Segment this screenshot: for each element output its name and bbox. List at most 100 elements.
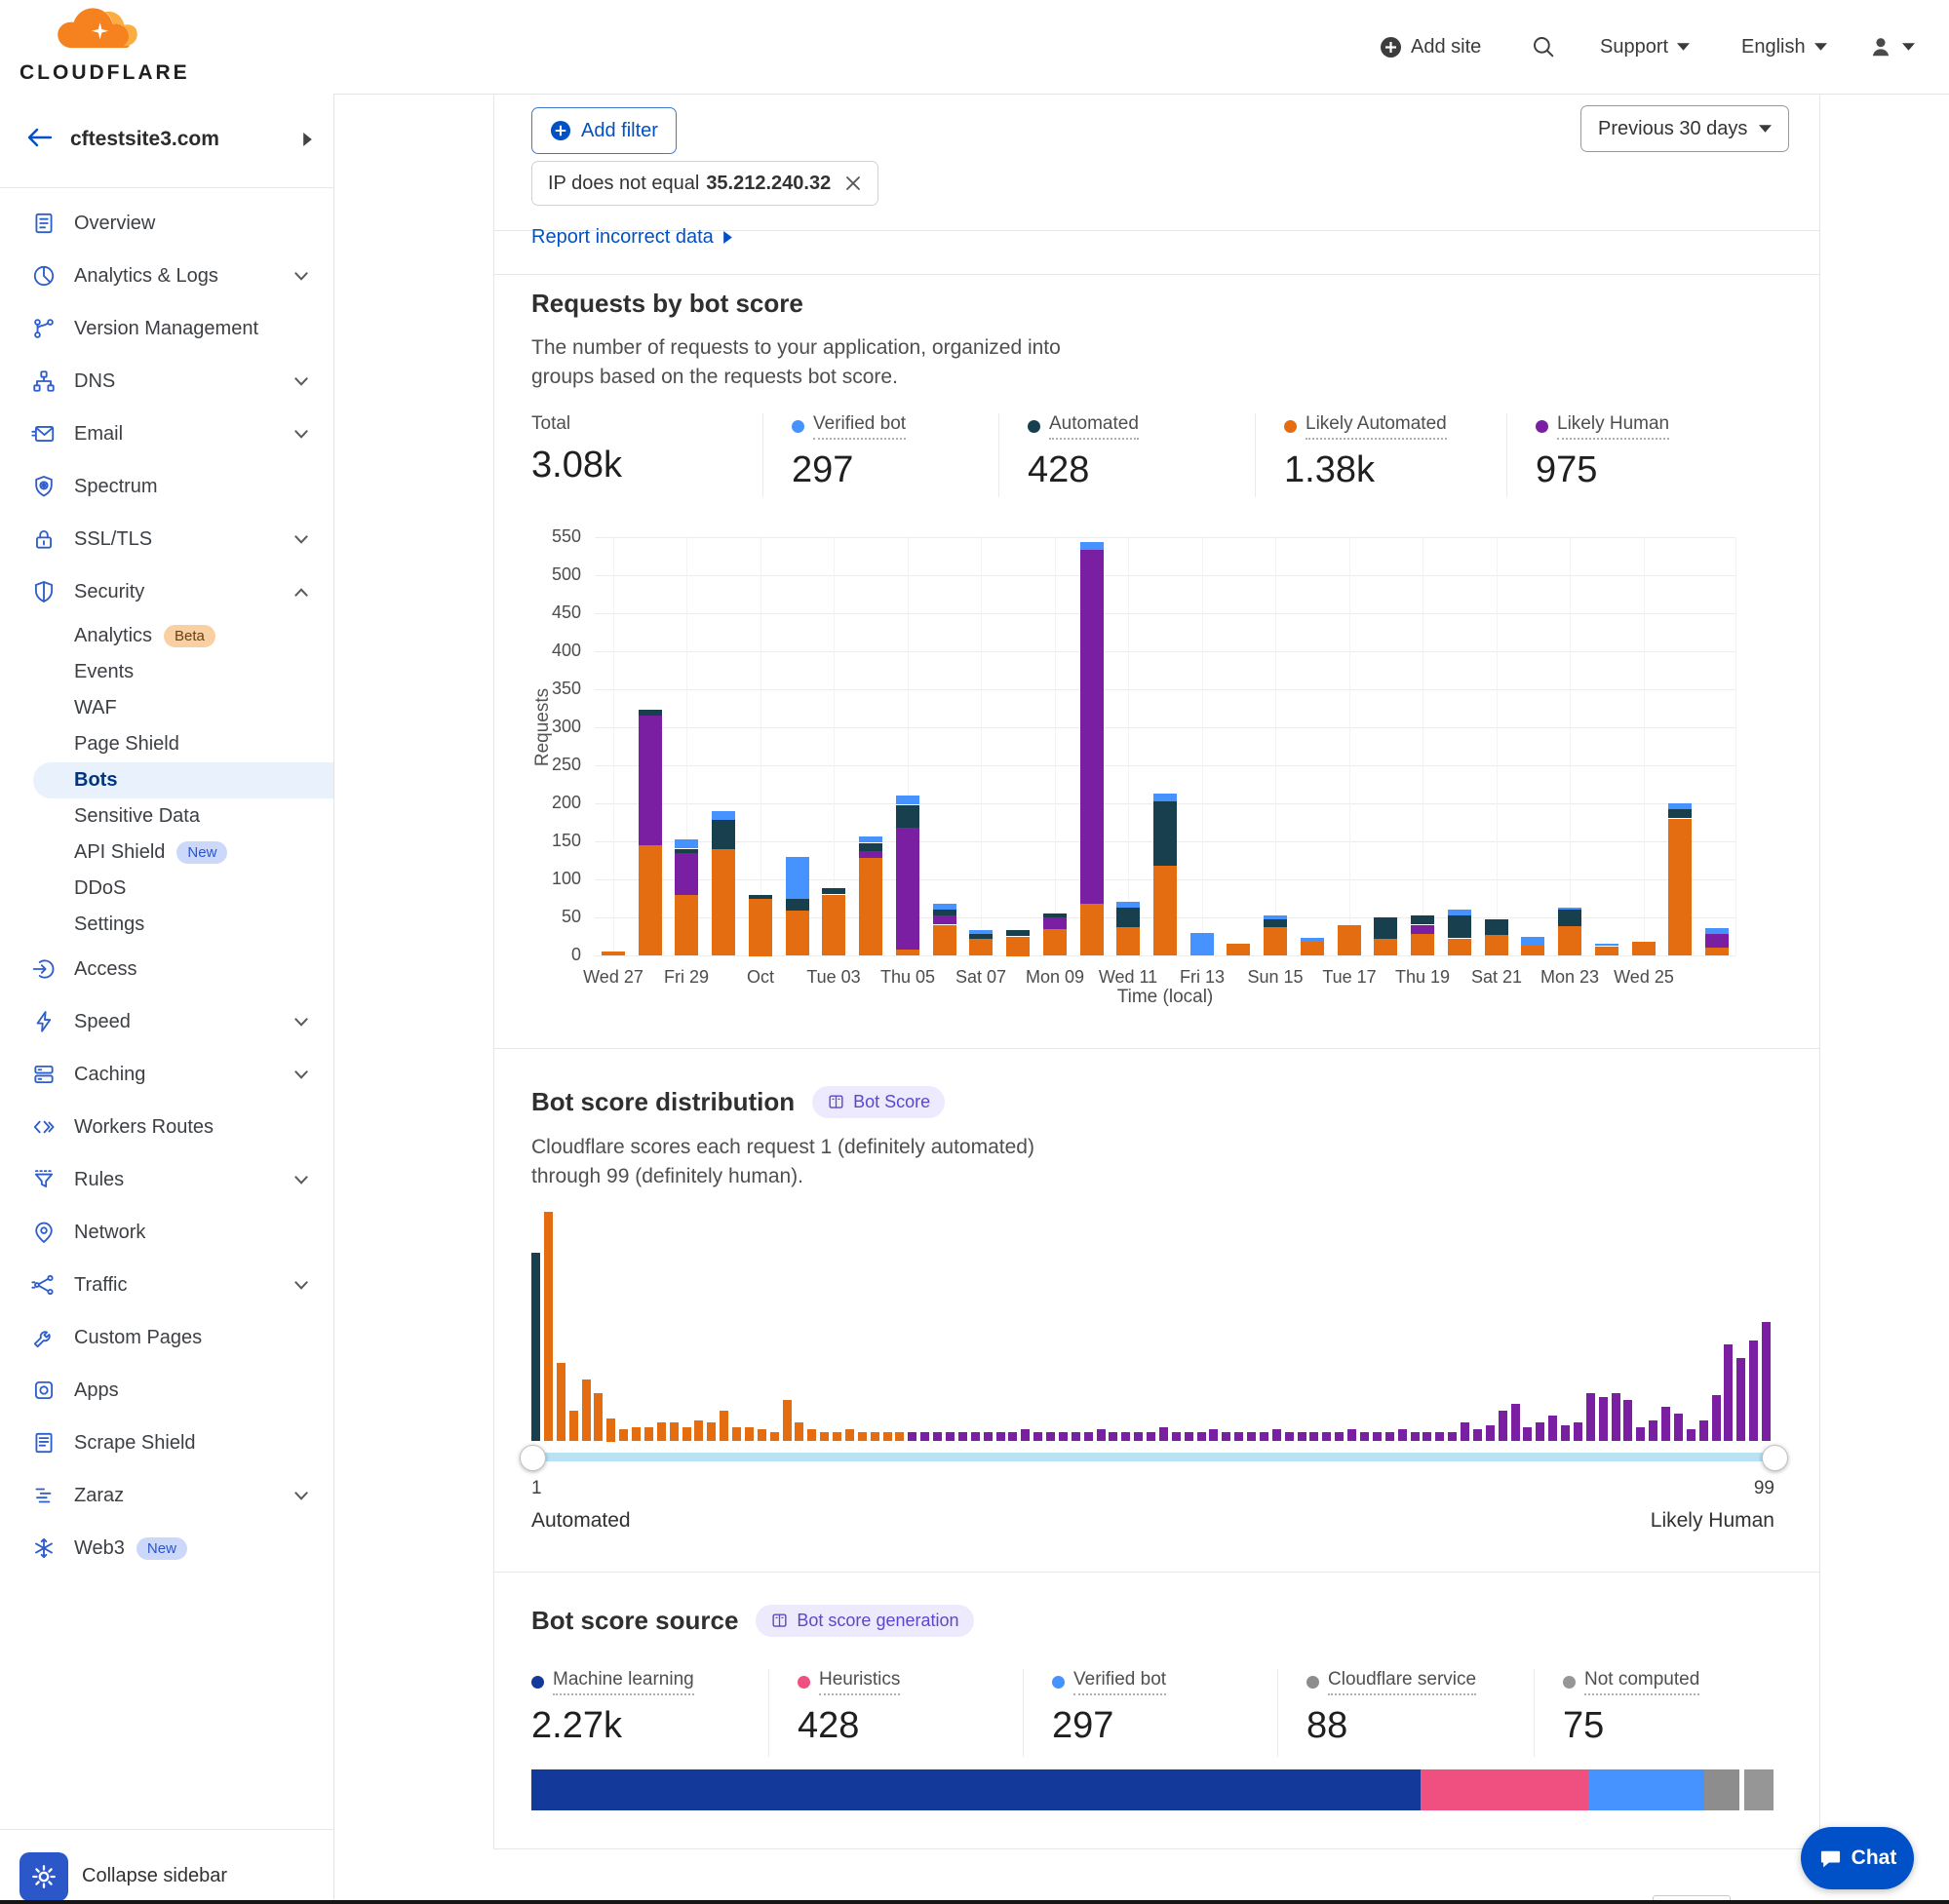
collapse-sidebar-button[interactable]: Collapse sidebar: [82, 1865, 227, 1886]
chart-bar-segment: [749, 895, 772, 899]
close-icon[interactable]: [844, 175, 862, 192]
sidebar-item-label: WAF: [74, 697, 117, 719]
chart-bar-segment: [1668, 803, 1692, 809]
report-incorrect-data-link[interactable]: Report incorrect data: [531, 218, 732, 255]
sidebar-item-spectrum[interactable]: Spectrum: [0, 460, 333, 513]
language-menu[interactable]: English: [1741, 0, 1827, 94]
slider-min-label: 1: [531, 1478, 542, 1498]
chevron-down-icon[interactable]: [294, 1017, 308, 1027]
chevron-up-icon[interactable]: [294, 587, 308, 597]
stat-label-verified-bot[interactable]: Verified bot: [1052, 1669, 1167, 1695]
slider-handle-min[interactable]: [520, 1445, 546, 1471]
chart-bar-segment: [859, 858, 882, 955]
histogram-bar: [1247, 1432, 1256, 1441]
chart-bar-segment: [1043, 917, 1067, 929]
sidebar-item-email[interactable]: Email: [0, 408, 333, 460]
sidebar-item-custom-pages[interactable]: Custom Pages: [0, 1311, 333, 1364]
histogram-bar: [1661, 1407, 1670, 1441]
sidebar-item-speed[interactable]: Speed: [0, 995, 333, 1048]
sidebar-item-version-management[interactable]: Version Management: [0, 302, 333, 355]
bot-score-generation-badge-label: Bot score generation: [797, 1611, 959, 1630]
sidebar-item-waf[interactable]: WAF: [0, 690, 333, 726]
site-switcher[interactable]: cftestsite3.com: [0, 94, 333, 188]
chevron-down-icon: [1902, 43, 1915, 51]
stat-label-machine-learning[interactable]: Machine learning: [531, 1669, 694, 1695]
chevron-right-icon[interactable]: [303, 133, 312, 151]
chevron-down-icon: [1677, 43, 1691, 51]
sidebar-item-bots[interactable]: Bots: [33, 762, 333, 798]
stat-value-machine-learning: 2.27k: [531, 1705, 622, 1746]
sidebar-item-label: Page Shield: [74, 733, 179, 755]
sidebar-item-network[interactable]: Network: [0, 1206, 333, 1259]
sidebar-item-analytics-logs[interactable]: Analytics & Logs: [0, 250, 333, 302]
back-arrow-icon[interactable]: [25, 126, 53, 154]
sidebar-item-traffic[interactable]: Traffic: [0, 1259, 333, 1311]
stat-value-heuristics: 428: [798, 1705, 860, 1746]
settings-gear-button[interactable]: [19, 1852, 68, 1901]
sidebar-item-label: Security: [74, 580, 145, 602]
stat-label-automated[interactable]: Automated: [1028, 413, 1139, 440]
sidebar-item-access[interactable]: Access: [0, 943, 333, 995]
sidebar-item-web3[interactable]: Web3 New: [0, 1522, 333, 1574]
sidebar-item-events[interactable]: Events: [0, 654, 333, 690]
sidebar-item-dns[interactable]: DNS: [0, 355, 333, 408]
chart-bar-segment: [1006, 937, 1030, 956]
sidebar-item-sensitive-data[interactable]: Sensitive Data: [0, 798, 333, 835]
bot-score-generation-badge[interactable]: Bot score generation: [756, 1605, 974, 1637]
stat-label-text: Heuristics: [819, 1669, 901, 1695]
stat-label-not-computed[interactable]: Not computed: [1563, 1669, 1700, 1695]
chart-bar-segment: [933, 925, 956, 955]
sidebar-item-apps[interactable]: Apps: [0, 1364, 333, 1417]
gridline-v: [760, 537, 761, 955]
chart-bar-segment: [1006, 930, 1030, 936]
filter-chip[interactable]: IP does not equal 35.212.240.32: [531, 161, 879, 206]
chevron-down-icon[interactable]: [294, 1069, 308, 1079]
sidebar-item-rules[interactable]: Rules: [0, 1153, 333, 1206]
chevron-down-icon[interactable]: [294, 1280, 308, 1290]
web3-icon: [31, 1535, 57, 1561]
add-site-button[interactable]: Add site: [1380, 0, 1481, 94]
chat-button[interactable]: Chat: [1801, 1827, 1914, 1889]
slider-handle-max[interactable]: [1762, 1445, 1788, 1471]
sidebar-item-ddos[interactable]: DDoS: [0, 871, 333, 907]
stat-label-cloudflare-service[interactable]: Cloudflare service: [1306, 1669, 1477, 1695]
sidebar-item-label: API Shield: [74, 841, 166, 863]
stat-label-verified-bot[interactable]: Verified bot: [792, 413, 907, 440]
chevron-down-icon[interactable]: [294, 534, 308, 544]
sidebar-item-page-shield[interactable]: Page Shield: [0, 726, 333, 762]
chevron-down-icon[interactable]: [294, 1175, 308, 1185]
sidebar-item-analytics[interactable]: Analytics Beta: [0, 618, 333, 654]
date-range-dropdown[interactable]: Previous 30 days: [1580, 105, 1790, 152]
search-button[interactable]: [1531, 0, 1556, 94]
stat-label-likely-human[interactable]: Likely Human: [1536, 413, 1670, 440]
score-range-slider[interactable]: [531, 1453, 1774, 1461]
add-filter-button[interactable]: Add filter: [531, 107, 677, 154]
sidebar-item-label: Apps: [74, 1379, 119, 1401]
user-menu[interactable]: [1868, 0, 1915, 94]
sidebar-item-settings[interactable]: Settings: [0, 907, 333, 943]
chevron-down-icon[interactable]: [294, 1491, 308, 1500]
sidebar-item-ssl-tls[interactable]: SSL/TLS: [0, 513, 333, 565]
histogram-bar: [569, 1411, 578, 1441]
chevron-down-icon[interactable]: [294, 376, 308, 386]
sidebar-item-scrape-shield[interactable]: Scrape Shield: [0, 1417, 333, 1469]
sidebar-item-api-shield[interactable]: API Shield New: [0, 835, 333, 871]
support-menu[interactable]: Support: [1600, 0, 1691, 94]
bot-score-badge[interactable]: Bot Score: [812, 1086, 946, 1118]
histogram-bar: [1486, 1425, 1495, 1441]
histogram-bar: [1548, 1416, 1557, 1441]
sidebar-item-security[interactable]: Security: [0, 565, 333, 618]
gridline-v: [1570, 537, 1571, 955]
sidebar-item-workers-routes[interactable]: Workers Routes: [0, 1101, 333, 1153]
chevron-down-icon[interactable]: [294, 429, 308, 439]
sidebar-item-overview[interactable]: Overview: [0, 197, 333, 250]
sidebar-item-caching[interactable]: Caching: [0, 1048, 333, 1101]
beta-badge: Beta: [164, 625, 215, 647]
stat-label-heuristics[interactable]: Heuristics: [798, 1669, 901, 1695]
chevron-down-icon[interactable]: [294, 271, 308, 281]
stat-label-likely-automated[interactable]: Likely Automated: [1284, 413, 1447, 440]
histogram-bar: [544, 1212, 553, 1441]
sidebar-item-zaraz[interactable]: Zaraz: [0, 1469, 333, 1522]
cloudflare-logo[interactable]: CLOUDFLARE: [19, 4, 187, 85]
